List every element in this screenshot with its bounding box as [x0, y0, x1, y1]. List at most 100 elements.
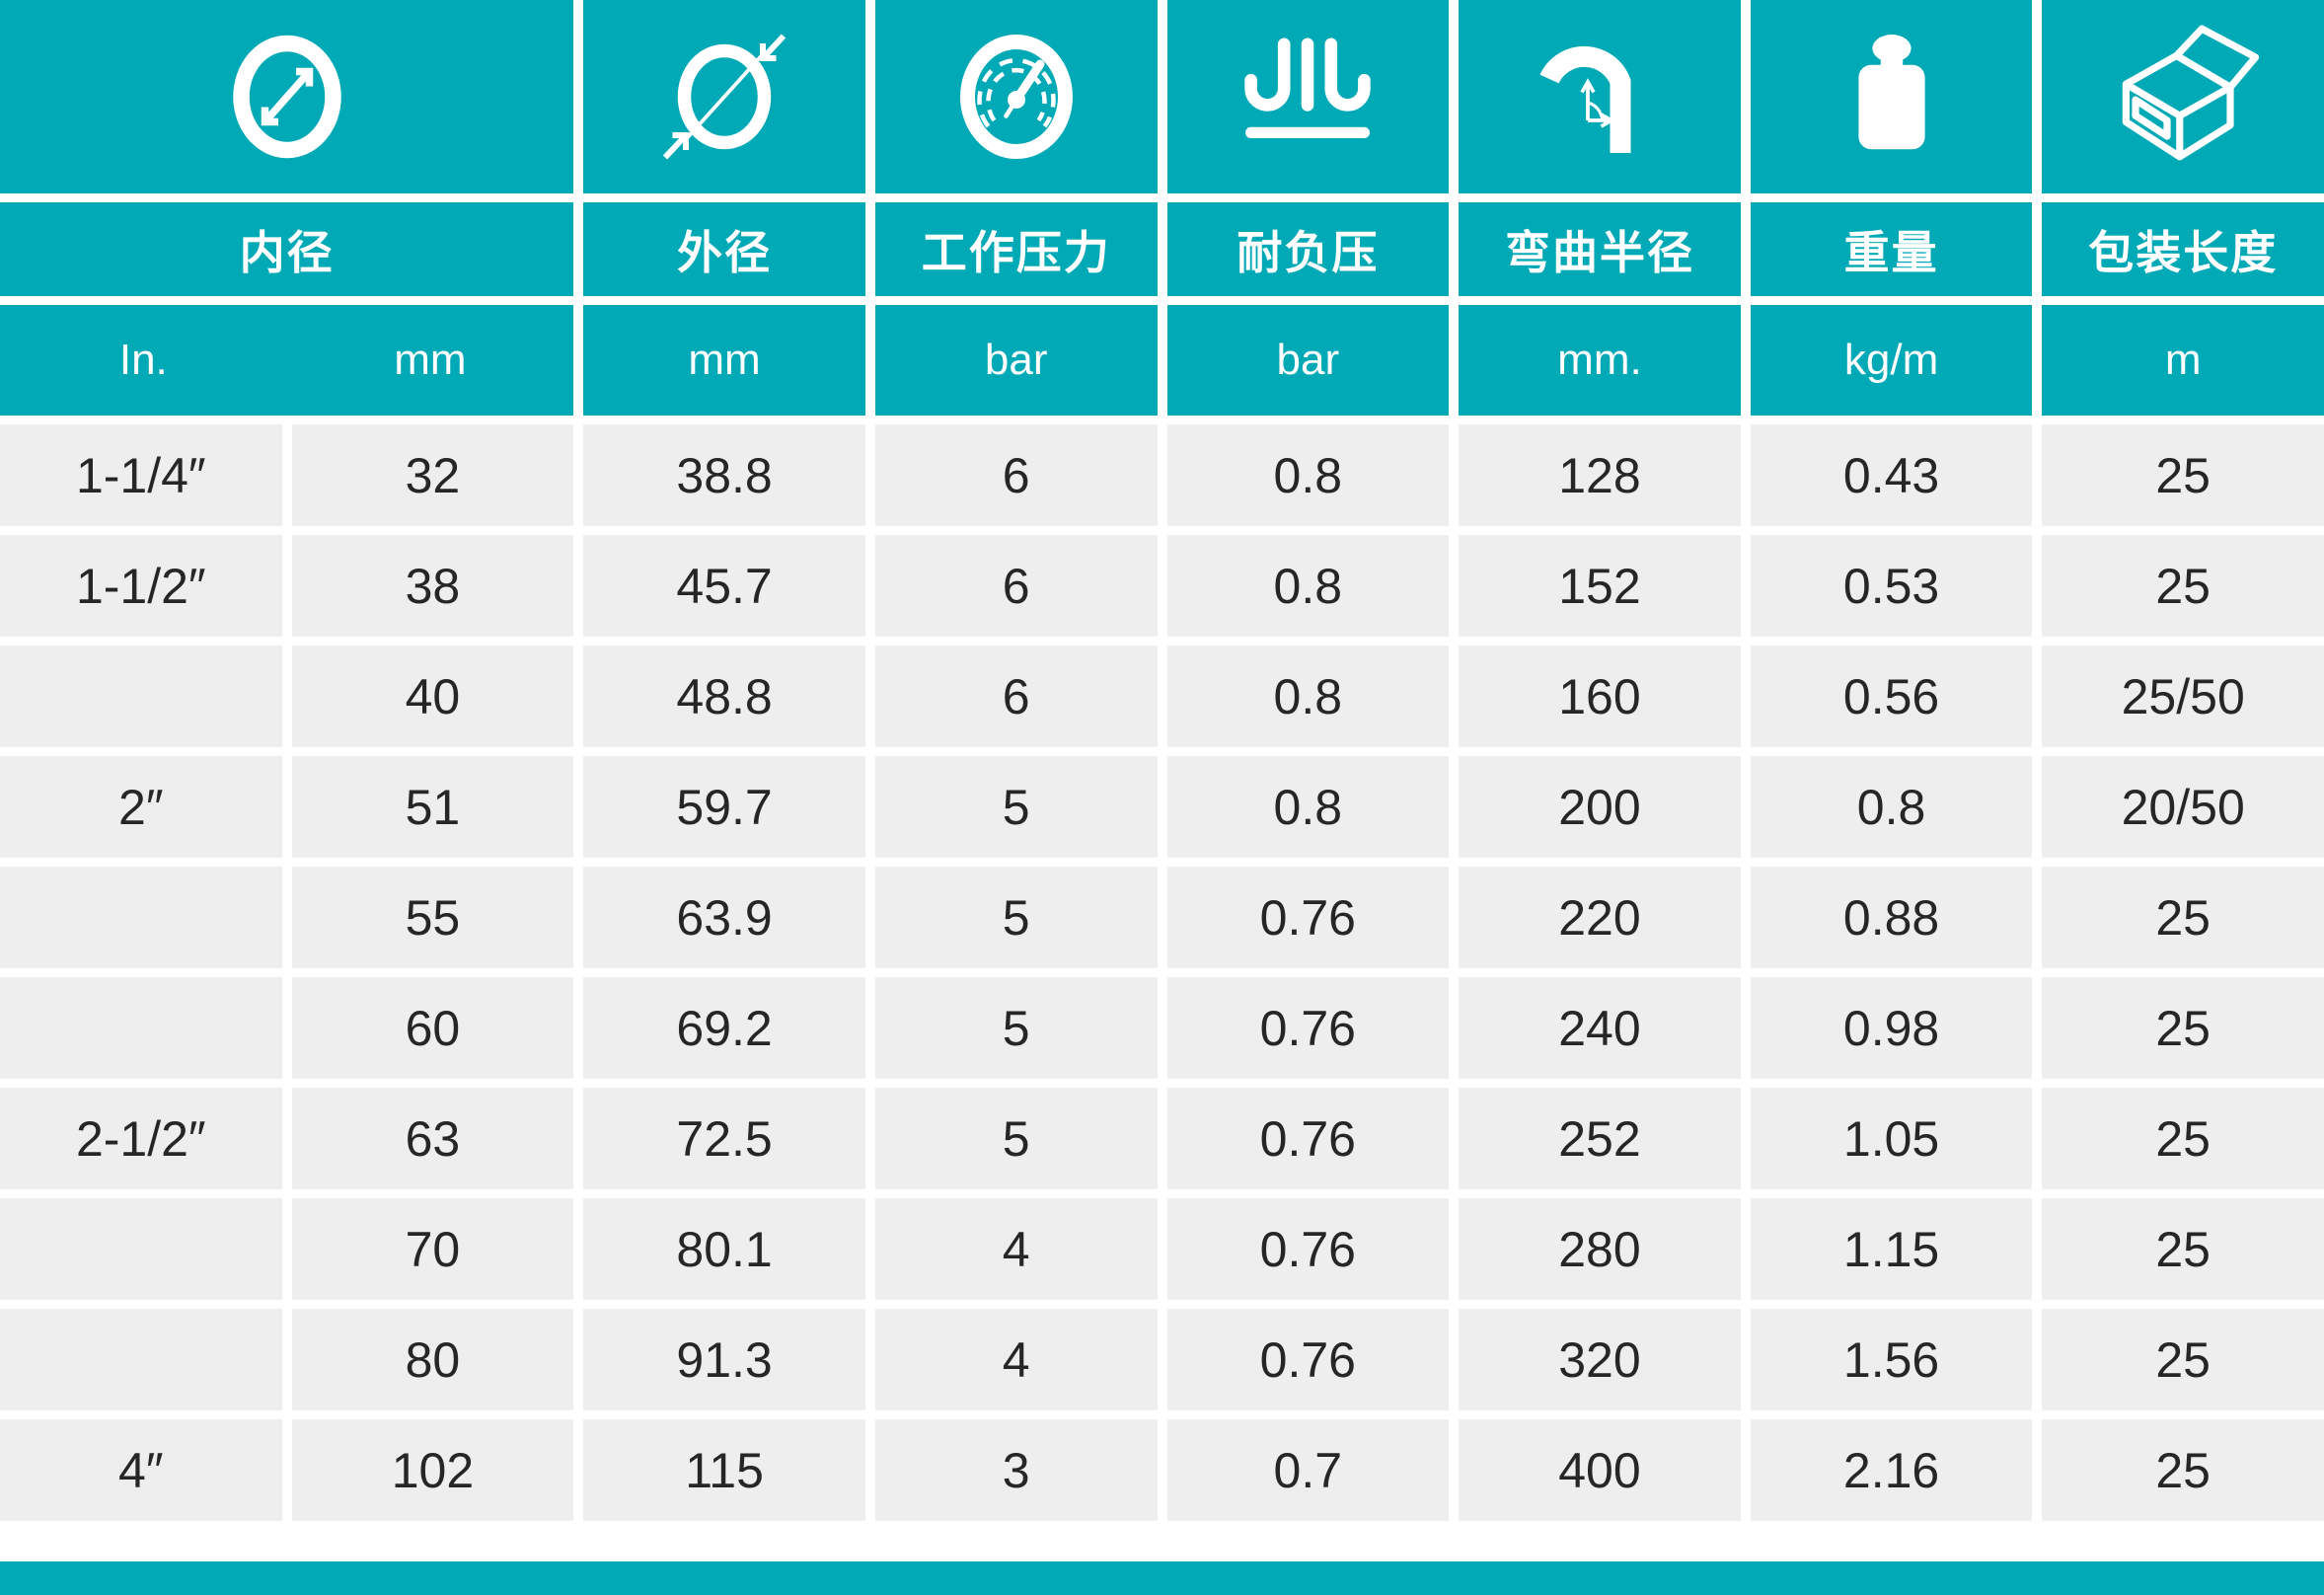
table-cell: 0.8: [1166, 756, 1450, 858]
table-cell: 63: [291, 1088, 574, 1189]
column-unit-package-length: m: [2042, 305, 2324, 416]
unit-mm: mm: [394, 336, 467, 384]
column-unit-negative-pressure: bar: [1166, 305, 1450, 416]
table-cell: 152: [1459, 535, 1741, 637]
table-cell: 0.7: [1166, 1419, 1450, 1521]
table-cell: 200: [1459, 756, 1741, 858]
table-cell: 0.8: [1166, 535, 1450, 637]
column-header-inner-diameter: 内径: [0, 202, 574, 296]
unit-inch: In.: [118, 336, 168, 384]
table-cell: 20/50: [2042, 756, 2324, 858]
table-cell: 6: [874, 646, 1158, 747]
table-cell: 25: [2042, 1309, 2324, 1410]
table-cell: 0.76: [1166, 1309, 1450, 1410]
column-header-package-length: 包装长度: [2042, 202, 2324, 296]
table-cell: 5: [874, 1088, 1158, 1189]
column-icon-outer-diameter: [583, 0, 865, 193]
table-cell: 45.7: [583, 535, 865, 637]
bottom-accent-bar: [0, 1561, 2324, 1595]
column-header-weight: 重量: [1750, 202, 2033, 296]
column-icon-package-length: [2042, 0, 2324, 193]
column-unit-weight: kg/m: [1750, 305, 2033, 416]
table-cell: 320: [1459, 1309, 1741, 1410]
table-cell: 400: [1459, 1419, 1741, 1521]
table-cell: 2-1/2″: [0, 1088, 282, 1189]
bend-radius-icon: [1539, 45, 1631, 153]
table-cell: 25/50: [2042, 646, 2324, 747]
table-cell: 5: [874, 977, 1158, 1079]
table-cell: 0.43: [1750, 424, 2033, 526]
table-cell: 25: [2042, 1419, 2324, 1521]
table-cell: 32: [291, 424, 574, 526]
spec-table: 内径 外径 工作压力 耐负压 弯曲半径 重量 包装长度 In. mm mm ba…: [0, 0, 2324, 1521]
table-cell: 70: [291, 1198, 574, 1300]
table-cell: 69.2: [583, 977, 865, 1079]
table-cell: 1-1/4″: [0, 424, 282, 526]
table-cell: 1.56: [1750, 1309, 2033, 1410]
table-cell: 102: [291, 1419, 574, 1521]
table-cell: 60: [291, 977, 574, 1079]
table-cell: 4: [874, 1198, 1158, 1300]
table-cell: [0, 1309, 282, 1410]
table-cell: [0, 867, 282, 968]
table-cell: 252: [1459, 1088, 1741, 1189]
table-cell: 240: [1459, 977, 1741, 1079]
table-cell: 0.8: [1166, 424, 1450, 526]
table-cell: 25: [2042, 424, 2324, 526]
table-cell: 51: [291, 756, 574, 858]
column-unit-inner-diameter: In. mm: [0, 305, 574, 416]
table-cell: 0.53: [1750, 535, 2033, 637]
table-cell: 25: [2042, 977, 2324, 1079]
table-cell: 0.56: [1750, 646, 2033, 747]
table-cell: 0.88: [1750, 867, 2033, 968]
weight-icon: [1857, 35, 1925, 150]
table-cell: 1-1/2″: [0, 535, 282, 637]
table-cell: 1.05: [1750, 1088, 2033, 1189]
table-cell: 5: [874, 867, 1158, 968]
table-cell: 6: [874, 424, 1158, 526]
table-cell: 0.8: [1166, 646, 1450, 747]
table-cell: [0, 1198, 282, 1300]
column-icon-negative-pressure: [1166, 0, 1450, 193]
pressure-gauge-icon: [959, 35, 1073, 159]
table-cell: 4″: [0, 1419, 282, 1521]
table-cell: [0, 977, 282, 1079]
column-header-outer-diameter: 外径: [583, 202, 865, 296]
table-cell: 3: [874, 1419, 1158, 1521]
table-cell: 6: [874, 535, 1158, 637]
table-cell: 4: [874, 1309, 1158, 1410]
table-cell: 40: [291, 646, 574, 747]
table-cell: 128: [1459, 424, 1741, 526]
table-cell: 48.8: [583, 646, 865, 747]
table-cell: 2.16: [1750, 1419, 2033, 1521]
table-cell: 80.1: [583, 1198, 865, 1300]
table-cell: 63.9: [583, 867, 865, 968]
table-cell: 80: [291, 1309, 574, 1410]
negative-pressure-icon: [1244, 38, 1372, 138]
table-cell: 38: [291, 535, 574, 637]
table-cell: 0.76: [1166, 977, 1450, 1079]
table-cell: 2″: [0, 756, 282, 858]
table-cell: 25: [2042, 535, 2324, 637]
table-cell: 38.8: [583, 424, 865, 526]
table-cell: 25: [2042, 1088, 2324, 1189]
table-cell: 55: [291, 867, 574, 968]
column-header-negative-pressure: 耐负压: [1166, 202, 1450, 296]
table-cell: 0.76: [1166, 1088, 1450, 1189]
table-cell: 0.76: [1166, 867, 1450, 968]
table-cell: 115: [583, 1419, 865, 1521]
table-cell: 59.7: [583, 756, 865, 858]
column-icon-working-pressure: [874, 0, 1158, 193]
table-cell: 220: [1459, 867, 1741, 968]
column-icon-bend-radius: [1459, 0, 1741, 193]
table-cell: 25: [2042, 867, 2324, 968]
table-cell: 1.15: [1750, 1198, 2033, 1300]
table-cell: 0.76: [1166, 1198, 1450, 1300]
column-icon-inner-diameter: [0, 0, 574, 193]
package-length-icon: [2122, 25, 2260, 161]
table-cell: 72.5: [583, 1088, 865, 1189]
table-cell: [0, 646, 282, 747]
table-cell: 91.3: [583, 1309, 865, 1410]
table-cell: 0.98: [1750, 977, 2033, 1079]
column-unit-outer-diameter: mm: [583, 305, 865, 416]
